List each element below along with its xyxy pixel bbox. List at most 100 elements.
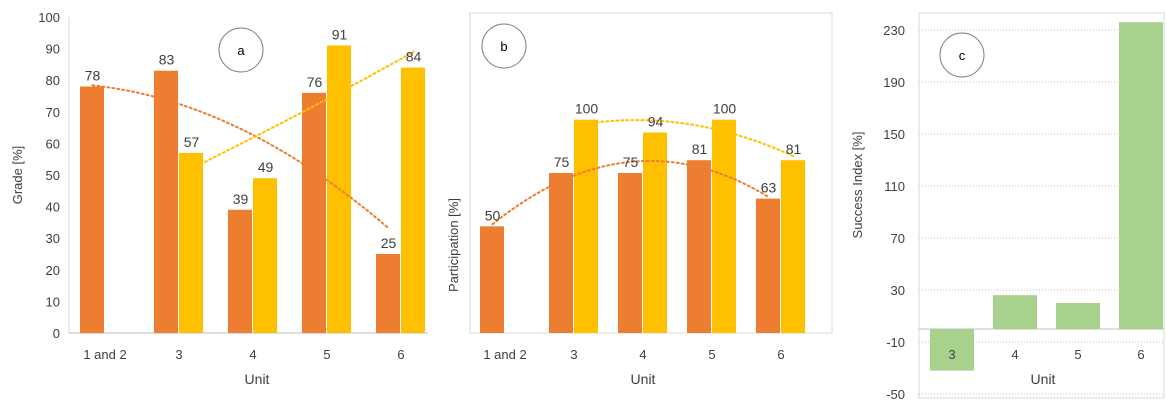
panel-c-bars [930,22,1163,371]
x-tick-label: 5 [323,347,330,362]
x-tick-label: 5 [1074,347,1081,362]
data-label: 57 [184,134,200,150]
data-label: 63 [761,180,777,196]
y-tick-label: 150 [883,127,905,142]
panel-a-y-ticks: 0 10 20 30 40 50 60 70 80 90 100 [38,10,60,341]
x-tick-label: 1 and 2 [483,347,526,362]
data-label: 100 [575,101,599,117]
x-tick-label: 3 [948,347,955,362]
y-tick-label: 110 [884,179,905,194]
x-tick-label: 3 [175,347,182,362]
x-tick-label: 3 [570,347,577,362]
bar [154,70,178,333]
x-tick-label: 6 [777,347,784,362]
panel-a-grade-chart: Grade [%] Unit a 0102030405060708090100 … [10,10,428,387]
y-tick-label: 100 [38,10,60,25]
bar [1056,303,1100,329]
y-tick-label: 0 [53,326,60,341]
bar [618,173,642,333]
bar [228,209,252,333]
panel-b-x-ticks: 1 and 2 3 4 5 6 [483,347,784,362]
data-label: 75 [554,154,570,170]
panel-c-x-ticks: 3 4 5 6 [948,347,1144,362]
x-tick-label: 4 [639,347,646,362]
y-tick-label: -10 [886,335,905,350]
trendline [190,50,415,170]
y-tick-label: 50 [46,168,60,183]
panel-a-label: a [237,43,245,58]
bar [643,132,667,333]
y-tick-label: 80 [46,73,60,88]
panel-c-y-axis-title: Success Index [%] [850,132,865,239]
bar [687,160,711,333]
panel-c-x-axis-title: Unit [1031,371,1056,387]
bar [253,178,277,333]
panel-a-data-labels: 78 83 57 39 49 76 91 25 84 [85,26,422,251]
bar [1119,22,1163,329]
data-label: 49 [258,159,274,175]
data-label: 75 [623,154,639,170]
bar [993,295,1037,329]
y-tick-label: 10 [46,294,60,309]
y-tick-label: 40 [46,200,60,215]
panel-a-bars [80,45,425,334]
y-tick-label: 190 [883,75,905,90]
y-tick-label: 60 [46,136,60,151]
trendline [585,119,795,158]
bar [781,160,805,333]
data-label: 25 [381,235,397,251]
data-label: 81 [786,141,802,157]
panel-a-y-axis-title: Grade [%] [10,146,25,205]
panel-b-x-axis-title: Unit [631,371,656,387]
y-tick-label: 70 [891,231,905,246]
panel-a-x-axis-title: Unit [245,371,270,387]
data-label: 50 [485,207,501,223]
panel-c-y-ticks: -50 -10 30 70 110 150 190 230 [883,23,905,402]
bar [712,119,736,334]
trendline [491,159,770,226]
y-tick-label: 90 [46,42,60,57]
panel-b-trendlines [491,119,795,226]
panel-b-label-circle [481,23,527,69]
panel-b-label: b [500,39,507,54]
panel-b-participation-chart: Participation [%] Unit b 1 and 2 3 4 5 6 50 7… [446,12,833,387]
panel-c-label-circle [939,32,985,78]
data-label: 81 [692,141,708,157]
bar [401,67,425,333]
x-tick-label: 4 [1011,347,1018,362]
data-label: 94 [648,113,664,129]
panel-a-x-ticks: 1 and 2 3 4 5 6 [83,347,404,362]
bar [376,254,400,333]
y-tick-label: 20 [46,263,60,278]
data-label: 78 [85,68,101,84]
data-label: 100 [713,101,737,117]
data-label: 76 [307,74,323,90]
panel-a-label-circle [218,27,264,73]
trendline [91,84,390,230]
x-tick-label: 6 [1137,347,1144,362]
panel-c-label: c [959,48,966,63]
panel-c-frame [918,12,1165,399]
x-tick-label: 1 and 2 [83,347,126,362]
data-label: 83 [159,52,175,68]
x-tick-label: 4 [249,347,256,362]
bar [549,173,573,333]
x-tick-label: 6 [397,347,404,362]
bar [574,119,598,334]
bar [80,86,104,334]
y-tick-label: 30 [46,231,60,246]
bar [756,198,780,333]
y-tick-label: 70 [46,105,60,120]
bar [302,92,326,333]
panel-b-bars [480,119,805,334]
bar [480,226,504,333]
bar [930,329,974,371]
panel-c-success-index-chart: Success Index [%] Unit c -50 -10 30 70 110 15… [850,12,1165,402]
y-tick-label: -50 [886,387,905,402]
panel-b-data-labels: 50 75 100 75 94 81 100 63 81 [485,101,802,224]
data-label: 91 [332,26,348,42]
panel-b-y-axis-title: Participation [%] [446,198,461,292]
data-label: 39 [233,191,249,207]
y-tick-label: 30 [891,283,905,298]
